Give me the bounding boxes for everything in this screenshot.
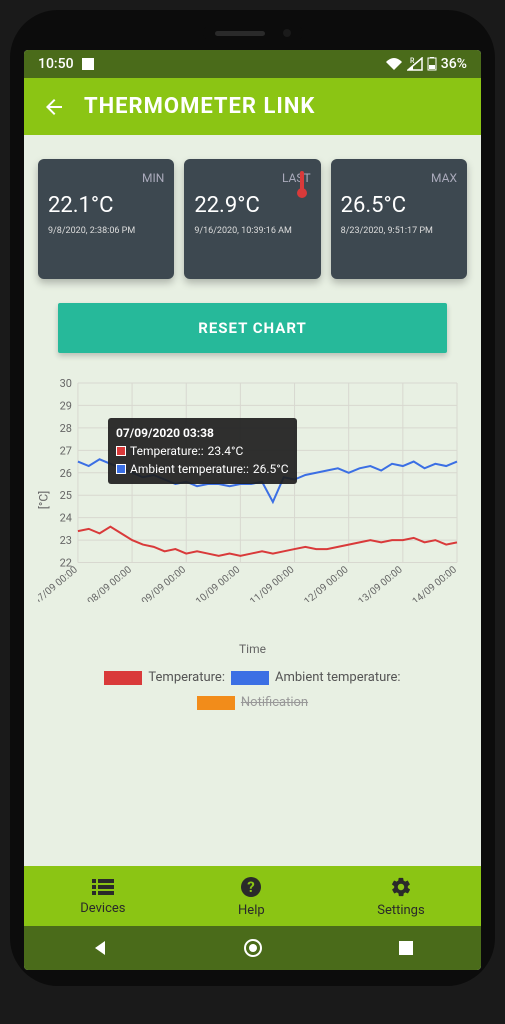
svg-text:?: ?: [248, 878, 255, 896]
tooltip-row: Ambient temperature:: 26.5°C: [116, 460, 289, 478]
card-min: MIN 22.1°C 9/8/2020, 2:38:06 PM: [38, 159, 174, 279]
screen: 10:50 R 36% THERMOMETER LINK MIN 22.1°C …: [24, 50, 481, 970]
svg-text:25: 25: [60, 489, 72, 502]
bottom-nav: Devices ? Help Settings: [24, 866, 481, 926]
nav-help[interactable]: ? Help: [238, 876, 265, 918]
thermometer-icon: [297, 171, 307, 199]
card-last-label: LAST: [194, 171, 310, 185]
nav-devices[interactable]: Devices: [80, 878, 125, 916]
chart-tooltip: 07/09/2020 03:38 Temperature:: 23.4°C Am…: [108, 418, 297, 484]
card-max-label: MAX: [341, 171, 457, 185]
wifi-icon: [385, 57, 403, 71]
tooltip-row: Temperature:: 23.4°C: [116, 442, 289, 460]
content: MIN 22.1°C 9/8/2020, 2:38:06 PM LAST 22.…: [24, 135, 481, 866]
status-time: 10:50: [38, 56, 74, 72]
svg-text:30: 30: [60, 377, 72, 390]
svg-text:24: 24: [60, 512, 72, 525]
stat-cards: MIN 22.1°C 9/8/2020, 2:38:06 PM LAST 22.…: [38, 159, 467, 279]
app-header: THERMOMETER LINK: [24, 78, 481, 135]
chart-ylabel: [°C]: [36, 491, 50, 510]
legend-item[interactable]: Temperature:: [104, 670, 225, 685]
svg-text:27: 27: [60, 444, 72, 457]
signal-icon: R: [407, 57, 423, 71]
android-nav: [24, 926, 481, 970]
back-icon[interactable]: [42, 95, 66, 119]
battery-percent: 36%: [441, 56, 467, 72]
battery-icon: [427, 57, 437, 71]
android-home-icon[interactable]: [243, 938, 263, 958]
chart-xlabel: Time: [38, 642, 467, 656]
card-last-value: 22.9°C: [194, 193, 310, 218]
svg-text:R: R: [410, 57, 415, 65]
gear-icon: [377, 876, 424, 901]
svg-text:14/09 00:00: 14/09 00:00: [411, 564, 460, 602]
svg-text:28: 28: [60, 422, 72, 435]
android-back-icon[interactable]: [91, 939, 109, 957]
card-min-value: 22.1°C: [48, 193, 164, 218]
phone-frame: 10:50 R 36% THERMOMETER LINK MIN 22.1°C …: [10, 10, 495, 986]
android-recent-icon[interactable]: [398, 940, 414, 956]
phone-notch: [203, 26, 303, 40]
svg-text:07/09 00:00: 07/09 00:00: [38, 564, 80, 602]
chart[interactable]: [°C] 22232425262728293007/09 00:0008/09 …: [38, 373, 467, 866]
svg-text:12/09 00:00: 12/09 00:00: [302, 564, 351, 602]
card-last-time: 9/16/2020, 10:39:16 AM: [194, 226, 310, 236]
svg-text:13/09 00:00: 13/09 00:00: [356, 564, 405, 602]
reset-chart-button[interactable]: RESET CHART: [58, 303, 447, 353]
card-max-value: 26.5°C: [341, 193, 457, 218]
svg-text:08/09 00:00: 08/09 00:00: [86, 564, 135, 602]
svg-text:11/09 00:00: 11/09 00:00: [248, 564, 297, 602]
chart-legend: Temperature: Ambient temperature: Notifi…: [38, 670, 467, 722]
status-indicator: [82, 58, 94, 70]
legend-item[interactable]: Notification: [197, 695, 308, 710]
svg-text:26: 26: [60, 467, 72, 480]
legend-item[interactable]: Ambient temperature:: [231, 670, 401, 685]
card-min-label: MIN: [48, 171, 164, 185]
svg-text:23: 23: [60, 534, 72, 547]
list-icon: [80, 878, 125, 899]
nav-settings[interactable]: Settings: [377, 876, 424, 918]
chart-svg: 22232425262728293007/09 00:0008/09 00:00…: [38, 373, 467, 602]
svg-text:29: 29: [60, 399, 72, 412]
card-max: MAX 26.5°C 8/23/2020, 9:51:17 PM: [331, 159, 467, 279]
help-icon: ?: [238, 876, 265, 901]
card-last: LAST 22.9°C 9/16/2020, 10:39:16 AM: [184, 159, 320, 279]
card-min-time: 9/8/2020, 2:38:06 PM: [48, 226, 164, 236]
status-bar: 10:50 R 36%: [24, 50, 481, 78]
card-max-time: 8/23/2020, 9:51:17 PM: [341, 226, 457, 236]
page-title: THERMOMETER LINK: [84, 94, 315, 119]
tooltip-title: 07/09/2020 03:38: [116, 424, 289, 442]
svg-text:10/09 00:00: 10/09 00:00: [194, 564, 243, 602]
svg-text:09/09 00:00: 09/09 00:00: [140, 564, 189, 602]
